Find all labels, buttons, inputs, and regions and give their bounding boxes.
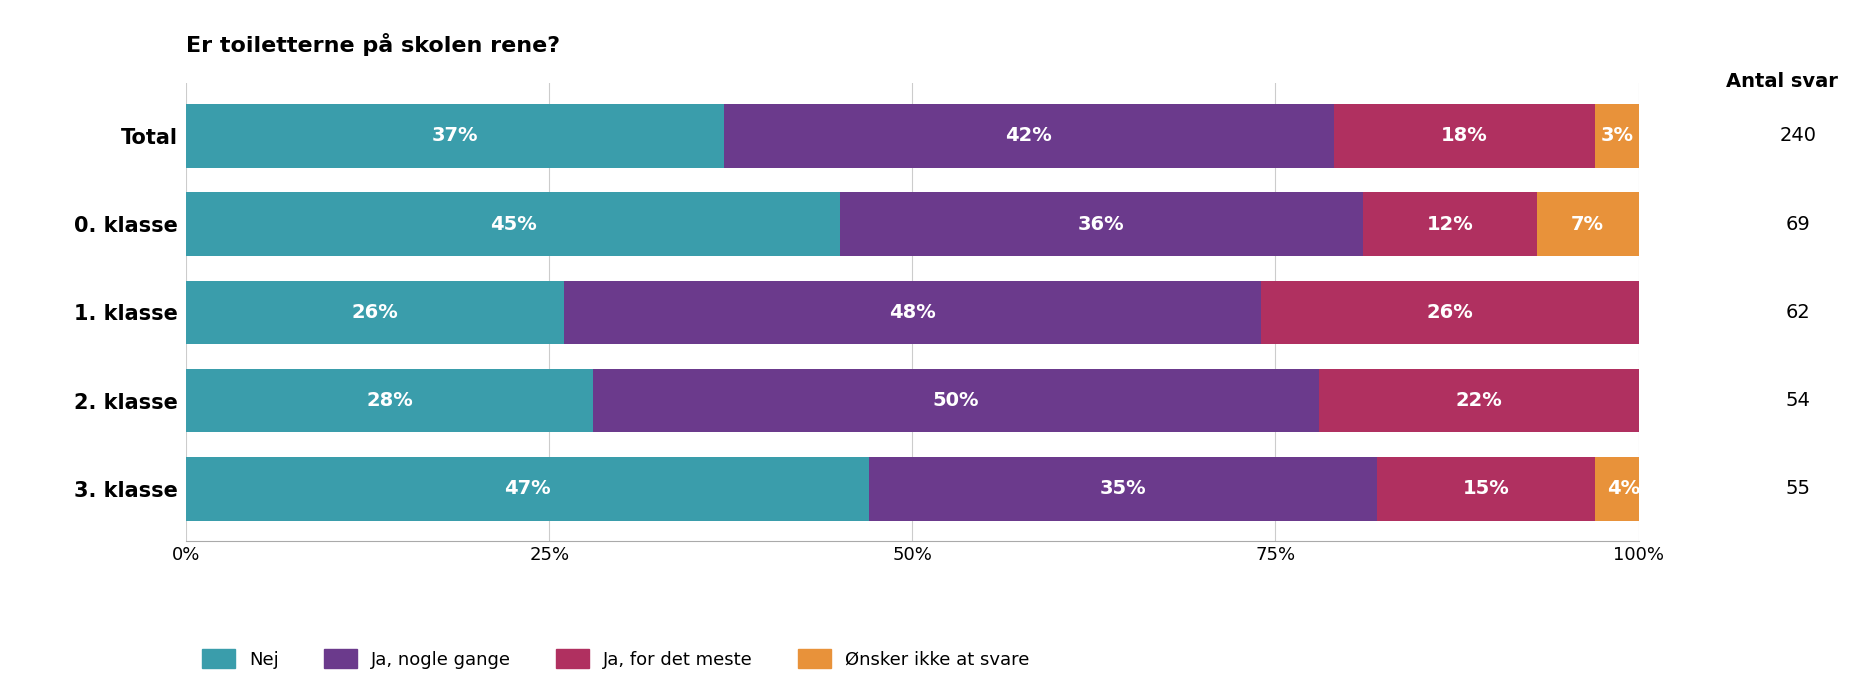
Bar [564,280,1261,344]
Text: 28%: 28% [367,391,413,410]
Bar [186,369,592,432]
Text: 26%: 26% [1426,303,1473,322]
Bar [1536,192,1639,256]
Bar [1363,192,1536,256]
Text: 62: 62 [1786,303,1810,322]
Bar [186,457,870,520]
Text: Er toiletterne på skolen rene?: Er toiletterne på skolen rene? [186,33,560,56]
Text: 47%: 47% [505,480,551,498]
Text: 69: 69 [1786,214,1810,234]
Bar [186,104,724,168]
Text: 36%: 36% [1078,214,1125,234]
Text: 48%: 48% [888,303,937,322]
Text: 22%: 22% [1456,391,1503,410]
Bar [1378,457,1596,520]
Text: 4%: 4% [1607,480,1640,498]
Text: 50%: 50% [933,391,979,410]
Bar [1318,369,1639,432]
Text: Antal svar: Antal svar [1726,72,1838,91]
Bar [186,280,564,344]
Text: 18%: 18% [1441,126,1488,145]
Text: 54: 54 [1786,391,1810,410]
Bar [870,457,1378,520]
Bar [724,104,1333,168]
Text: 42%: 42% [1005,126,1052,145]
Legend: Nej, Ja, nogle gange, Ja, for det meste, Ønsker ikke at svare: Nej, Ja, nogle gange, Ja, for det meste,… [196,642,1037,676]
Bar [1261,280,1639,344]
Text: 12%: 12% [1426,214,1473,234]
Bar [1596,457,1653,520]
Text: 15%: 15% [1464,480,1510,498]
Bar [1333,104,1596,168]
Bar [840,192,1363,256]
Text: 240: 240 [1780,126,1817,145]
Text: 35%: 35% [1100,480,1147,498]
Bar [186,192,840,256]
Bar [592,369,1318,432]
Text: 7%: 7% [1572,214,1605,234]
Bar [1596,104,1639,168]
Text: 26%: 26% [352,303,398,322]
Text: 45%: 45% [490,214,536,234]
Text: 55: 55 [1786,480,1812,498]
Text: 3%: 3% [1599,126,1633,145]
Text: 37%: 37% [432,126,479,145]
